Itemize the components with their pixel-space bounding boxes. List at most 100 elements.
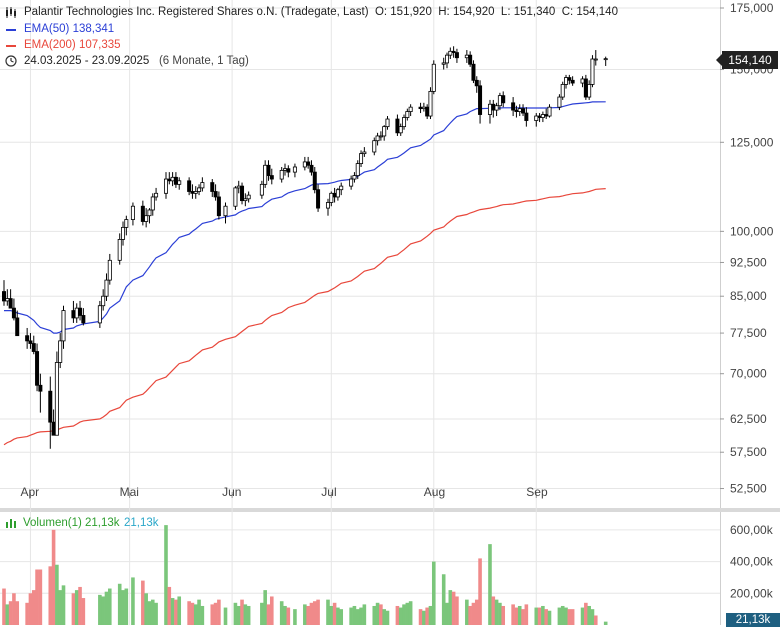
price-tick-label: 77,500 (730, 326, 767, 340)
volume-bar (279, 601, 284, 625)
candle-body (263, 164, 268, 185)
volume-bar (124, 588, 129, 625)
close-label: C: (561, 6, 574, 18)
candle-body (580, 78, 585, 84)
ema50-label: EMA(50) (24, 23, 70, 35)
candle-body (167, 178, 172, 182)
close-value: 154,140 (576, 6, 618, 18)
volume-bar (213, 602, 218, 625)
candle-body (78, 307, 83, 316)
month-label: Jul (321, 485, 336, 499)
volume-bar (514, 607, 519, 625)
volume-bar (48, 566, 53, 625)
volume-bar (283, 605, 287, 625)
volume-bar (355, 609, 360, 625)
price-tick-label: 57,500 (730, 445, 767, 459)
volume-bar (385, 610, 390, 625)
candle-body (349, 178, 354, 187)
candle-body (302, 161, 307, 168)
candle-body (31, 343, 36, 352)
high-value: 154,920 (452, 6, 495, 18)
candle-body (408, 106, 413, 112)
volume-bar (425, 607, 429, 625)
low-value: 151,340 (513, 6, 556, 18)
price-tick-label: 62,500 (730, 412, 767, 426)
volume-bar (31, 590, 36, 625)
volume-bar (210, 604, 215, 625)
volume-bar (329, 605, 334, 625)
interval-text: (6 Monate, 1 Tag) (158, 55, 249, 67)
candle-body (352, 175, 357, 180)
volume-bar (431, 561, 436, 625)
volume-bar (332, 602, 337, 625)
volume-bar (144, 593, 148, 625)
candle-body (216, 196, 221, 217)
volume-bar (2, 588, 6, 625)
candle-body (362, 151, 367, 155)
instrument-info: Palantir Technologies Inc. Registered Sh… (24, 6, 618, 18)
candle-body (567, 77, 572, 81)
date-range-text: 24.03.2025 - 23.09.2025 (24, 55, 150, 67)
candle-body (28, 340, 33, 344)
volume-bar (306, 605, 310, 625)
candle-body (163, 178, 168, 194)
pane-separator (0, 508, 780, 512)
candle-body (74, 307, 79, 319)
volume-bar (517, 605, 522, 625)
candle-body (544, 114, 549, 117)
candle-body (210, 182, 215, 192)
volume-bar (107, 588, 112, 625)
volume-bar (236, 605, 241, 625)
candle-body (494, 105, 499, 111)
candle-body (25, 335, 30, 342)
volume-bar (372, 605, 377, 625)
candle-body (35, 351, 40, 386)
volume-bar (121, 590, 125, 625)
ema200-legend: EMA(200) 107,335 (24, 39, 121, 51)
candle-body (58, 340, 63, 363)
candle-body (107, 259, 112, 281)
volume-bar (177, 596, 182, 625)
candle-body (190, 191, 195, 194)
volume-bar (312, 601, 317, 625)
volume-bar (286, 607, 291, 625)
volume-bar (455, 596, 459, 625)
candle-body (593, 58, 598, 61)
candle-body (246, 194, 251, 200)
candle-body (240, 185, 245, 202)
candle-body (48, 390, 53, 423)
volume-bar (190, 602, 195, 625)
volume-bar (445, 602, 449, 625)
volume-label: Volumen(1) (23, 517, 82, 529)
month-label: Jun (222, 485, 241, 499)
volume-bar (193, 604, 198, 625)
clock-icon (5, 55, 17, 67)
candle-body (213, 191, 218, 198)
volume-bar (170, 598, 175, 625)
month-label: Sep (526, 485, 548, 499)
ema50-value: 138,341 (72, 23, 115, 35)
candle-body (418, 106, 423, 110)
volume-bar (349, 607, 353, 625)
candle-body (177, 180, 182, 185)
volume-bar (141, 580, 145, 625)
ema200-swatch (6, 45, 16, 47)
volume-bar (326, 599, 330, 625)
candle-body (81, 315, 86, 324)
candle-body (154, 192, 159, 198)
candle-body (517, 108, 522, 112)
candle-body (325, 202, 330, 209)
volume-tick-label: 600,00k (730, 523, 774, 537)
price-tick-label: 52,500 (730, 482, 767, 496)
candle-body (140, 205, 145, 222)
volume-bar (488, 544, 492, 625)
candle-body (283, 168, 288, 171)
volume-bar (547, 610, 552, 625)
volume-value: 21,13k (85, 517, 120, 529)
price-tick-label: 100,000 (730, 224, 774, 238)
price-tick-label: 85,000 (730, 289, 767, 303)
high-label: H: (438, 6, 450, 18)
volume-bar (587, 605, 591, 625)
candle-body (564, 77, 569, 85)
volume-bar (117, 583, 122, 625)
